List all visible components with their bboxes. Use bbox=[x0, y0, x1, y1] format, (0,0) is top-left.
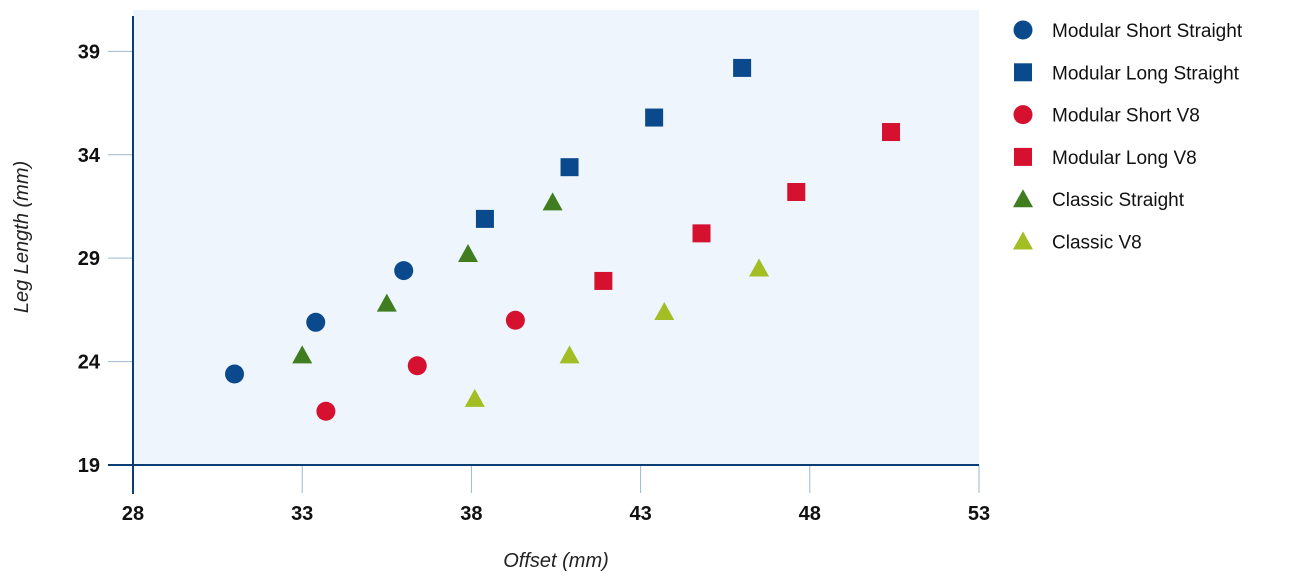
data-marks bbox=[225, 58, 901, 421]
legend-item: Modular Long Straight bbox=[1014, 63, 1240, 84]
legend-item: Modular Short Straight bbox=[1013, 20, 1243, 42]
y-axis-title: Leg Length (mm) bbox=[11, 161, 33, 313]
y-tick-label: 19 bbox=[78, 455, 100, 477]
data-point bbox=[225, 364, 245, 384]
legend-label: Modular Long Straight bbox=[1052, 63, 1240, 84]
legend-item: Modular Short V8 bbox=[1013, 105, 1200, 127]
data-point bbox=[882, 123, 901, 142]
legend-item: Classic V8 bbox=[1013, 231, 1142, 254]
data-point bbox=[505, 310, 525, 330]
y-tick-label: 39 bbox=[78, 41, 100, 63]
data-point bbox=[376, 293, 397, 312]
legend-marker bbox=[1013, 231, 1033, 250]
data-point bbox=[316, 401, 336, 421]
legend-label: Modular Short V8 bbox=[1052, 106, 1200, 127]
data-point bbox=[394, 261, 414, 281]
data-point bbox=[407, 356, 427, 376]
y-tick-label: 29 bbox=[78, 248, 100, 270]
legend-marker bbox=[1014, 147, 1032, 166]
data-point bbox=[560, 158, 579, 177]
data-point bbox=[692, 224, 711, 243]
data-point bbox=[292, 345, 313, 364]
data-point bbox=[787, 183, 806, 201]
data-point bbox=[458, 244, 479, 263]
plot-area bbox=[133, 10, 979, 465]
x-tick-label: 43 bbox=[629, 503, 651, 525]
data-point bbox=[475, 209, 494, 228]
x-tick-label: 48 bbox=[799, 503, 821, 525]
x-tick-label: 38 bbox=[460, 503, 482, 525]
data-point bbox=[594, 271, 613, 290]
data-point bbox=[733, 58, 752, 77]
legend-label: Classic Straight bbox=[1052, 190, 1185, 211]
legend-label: Classic V8 bbox=[1052, 233, 1142, 254]
x-axis-title: Offset (mm) bbox=[503, 550, 609, 572]
legend-marker bbox=[1013, 189, 1033, 208]
y-tick-label: 24 bbox=[78, 352, 101, 374]
data-point bbox=[559, 345, 580, 364]
legend-marker bbox=[1013, 105, 1033, 125]
data-point bbox=[306, 312, 326, 332]
legend-label: Modular Long V8 bbox=[1052, 148, 1197, 169]
legend: Modular Short Straight Modular Long Strai… bbox=[1013, 20, 1243, 254]
legend-marker bbox=[1013, 20, 1033, 40]
data-point bbox=[749, 258, 770, 277]
data-point bbox=[542, 192, 563, 211]
x-tick-label: 53 bbox=[968, 503, 990, 525]
data-point bbox=[654, 301, 675, 320]
legend-item: Classic Straight bbox=[1013, 189, 1185, 211]
data-point bbox=[645, 108, 664, 127]
legend-marker bbox=[1014, 63, 1032, 82]
y-tick-label: 34 bbox=[78, 145, 101, 167]
legend-item: Modular Long V8 bbox=[1014, 147, 1197, 169]
x-tick-label: 28 bbox=[122, 503, 144, 525]
legend-label: Modular Short Straight bbox=[1052, 21, 1243, 42]
x-tick-label: 33 bbox=[291, 503, 313, 525]
ticks: 28 33 38 43 48 53 19 24 29 34 39 bbox=[78, 41, 990, 525]
data-point bbox=[464, 388, 485, 407]
